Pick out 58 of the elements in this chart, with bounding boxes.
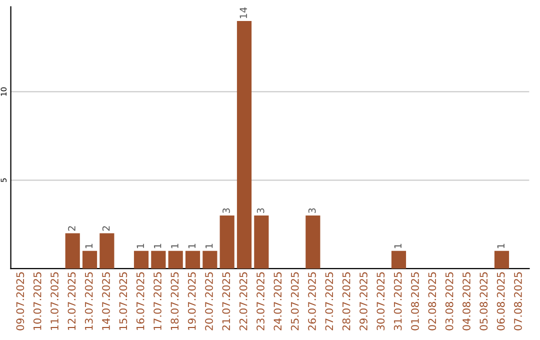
data-label: 1 — [394, 244, 402, 248]
bar — [220, 216, 234, 269]
x-tick-label: 06.08.2025 — [496, 272, 505, 330]
bar — [100, 233, 114, 269]
data-label: 2 — [68, 226, 76, 231]
bar — [202, 250, 218, 269]
x-tick-label: 15.07.2025 — [119, 272, 128, 330]
data-label: 1 — [85, 244, 92, 248]
x-tick-label: 23.07.2025 — [256, 272, 264, 330]
x-tick-label: 12.07.2025 — [68, 272, 76, 330]
x-tick-label: 21.07.2025 — [222, 272, 230, 330]
x-tick-label: 28.07.2025 — [342, 272, 350, 330]
x-tick-label: 20.07.2025 — [205, 272, 213, 330]
x-tick-label: 11.07.2025 — [50, 272, 58, 330]
x-tick-label: 31.07.2025 — [394, 272, 402, 330]
bar — [185, 250, 200, 269]
x-tick-label: 03.08.2025 — [445, 272, 454, 330]
data-label: 1 — [188, 244, 196, 248]
bar — [391, 250, 406, 269]
data-label: 1 — [497, 244, 504, 248]
bar — [134, 250, 149, 269]
x-tick-label: 17.07.2025 — [154, 272, 162, 330]
data-label: 3 — [256, 208, 264, 214]
x-tick-label: 10.07.2025 — [33, 272, 42, 330]
data-label: 2 — [102, 226, 110, 231]
data-label: 1 — [154, 244, 162, 248]
x-tick-label: 27.07.2025 — [325, 272, 334, 330]
data-label: 3 — [308, 208, 316, 214]
bar — [236, 20, 252, 269]
bar — [82, 250, 98, 269]
bar — [494, 250, 510, 269]
x-tick-label: 26.07.2025 — [308, 272, 316, 330]
x-tick-label: 13.07.2025 — [84, 272, 93, 330]
x-tick-label: 05.08.2025 — [480, 272, 488, 330]
data-label: 3 — [222, 208, 230, 214]
x-tick-label: 07.08.2025 — [514, 272, 522, 330]
x-tick-label: 25.07.2025 — [290, 272, 299, 330]
data-label: 1 — [171, 244, 178, 248]
x-tick-label: 19.07.2025 — [188, 272, 196, 330]
data-label: 14 — [240, 7, 247, 18]
bar — [151, 250, 166, 269]
bar — [65, 233, 80, 269]
x-tick-label: 14.07.2025 — [102, 272, 110, 330]
x-tick-label: 02.08.2025 — [428, 272, 436, 330]
x-tick-label: 29.07.2025 — [360, 272, 368, 330]
data-label: 1 — [136, 244, 144, 248]
x-tick-label: 18.07.2025 — [170, 272, 179, 330]
x-tick-label: 01.08.2025 — [411, 272, 419, 330]
x-tick-label: 22.07.2025 — [239, 272, 248, 330]
x-tick-label: 30.07.2025 — [376, 272, 385, 330]
x-tick-label: 16.07.2025 — [136, 272, 144, 330]
bar — [254, 216, 269, 269]
bar — [168, 250, 183, 269]
x-tick-label: 24.07.2025 — [274, 272, 282, 330]
x-tick-label: 09.07.2025 — [16, 272, 24, 330]
data-label: 1 — [206, 244, 213, 248]
x-tick-label: 04.08.2025 — [462, 272, 470, 330]
bar — [306, 216, 320, 269]
